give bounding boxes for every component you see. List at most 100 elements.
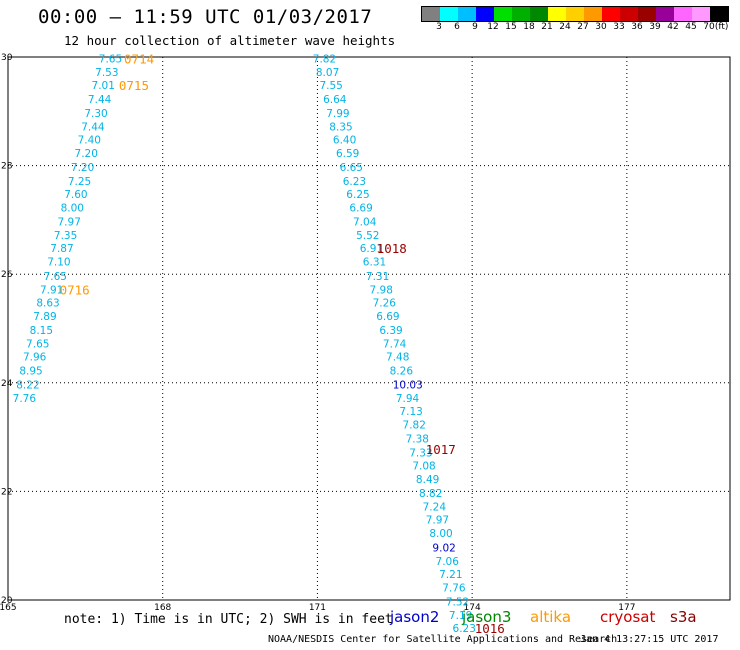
wave-height-value: 8.00 bbox=[429, 528, 452, 540]
wave-height-value: 7.55 bbox=[319, 80, 342, 92]
wave-height-value: 7.44 bbox=[88, 94, 112, 106]
wave-height-value: 8.95 bbox=[19, 365, 42, 377]
wave-height-value: 7.65 bbox=[99, 54, 122, 66]
wave-height-value: 7.21 bbox=[439, 569, 462, 581]
plot-grid bbox=[7, 56, 731, 601]
wave-height-value: 7.24 bbox=[423, 502, 447, 514]
wave-height-value: 8.15 bbox=[30, 325, 53, 337]
wave-height-value: 6.69 bbox=[349, 202, 372, 214]
legend-label: 30 bbox=[595, 22, 607, 32]
wave-height-value: 10.03 bbox=[393, 379, 423, 391]
wave-height-value: 6.65 bbox=[340, 162, 363, 174]
wave-height-value: 6.69 bbox=[376, 311, 399, 323]
y-axis-ticks: 20 22 24 26 28 30 bbox=[1, 53, 13, 606]
wave-height-value: 7.31 bbox=[366, 271, 389, 283]
legend-label: 24 bbox=[559, 22, 571, 32]
legend-label: 3 bbox=[436, 22, 442, 32]
x-axis-ticks: 165 168 171 174 177 bbox=[0, 603, 635, 613]
wave-height-value: 7.53 bbox=[95, 67, 118, 79]
pass-time-labels: 0714 0715 0716 1018 1017 1016 bbox=[60, 52, 505, 637]
wave-height-value: 7.91 bbox=[40, 284, 63, 296]
chart-title: 00:00 – 11:59 UTC 01/03/2017 bbox=[38, 6, 373, 28]
wave-height-value: 6.39 bbox=[379, 325, 402, 337]
legend-label: 6 bbox=[454, 22, 460, 32]
wave-height-value: 7.10 bbox=[47, 257, 70, 269]
y-tick-label: 28 bbox=[1, 162, 13, 172]
wave-height-value: 7.76 bbox=[442, 583, 466, 595]
wave-height-value: 7.08 bbox=[412, 460, 435, 472]
y-tick-label: 24 bbox=[1, 379, 13, 389]
wave-height-value: 8.22 bbox=[16, 379, 39, 391]
legend-label: 21 bbox=[541, 22, 553, 32]
generation-timestamp: Jan 4 13:27:15 UTC 2017 bbox=[580, 634, 719, 645]
wave-height-value: 7.82 bbox=[403, 420, 426, 432]
y-tick-label: 20 bbox=[1, 596, 13, 606]
pass-time-label: 0716 bbox=[60, 282, 90, 297]
color-scale-legend bbox=[421, 6, 729, 22]
legend-swatch bbox=[458, 7, 476, 21]
wave-height-value: 7.19 bbox=[449, 610, 472, 622]
legend-label: 42 bbox=[667, 22, 679, 32]
wave-height-value: 7.48 bbox=[386, 352, 409, 364]
legend-label: (ft) bbox=[714, 22, 729, 32]
wave-height-value: 9.02 bbox=[432, 542, 455, 554]
wave-height-value: 6.59 bbox=[336, 148, 359, 160]
chart-subtitle: 12 hour collection of altimeter wave hei… bbox=[64, 33, 396, 48]
wave-height-value: 6.23 bbox=[343, 176, 366, 188]
wave-height-values: 7.657.537.017.447.307.447.407.207.207.25… bbox=[13, 54, 476, 636]
legend-swatch bbox=[656, 7, 674, 21]
x-tick-label: 165 bbox=[0, 603, 17, 613]
wave-height-value: 5.52 bbox=[356, 230, 379, 242]
legend-swatch bbox=[530, 7, 548, 21]
credit-line: NOAA/NESDIS Center for Satellite Applica… bbox=[268, 634, 618, 645]
legend-swatch bbox=[710, 7, 728, 21]
legend-label: 33 bbox=[613, 22, 625, 32]
wave-height-value: 8.07 bbox=[316, 67, 339, 79]
y-tick-label: 30 bbox=[1, 53, 13, 63]
wave-height-value: 6.25 bbox=[346, 189, 369, 201]
x-tick-label: 177 bbox=[618, 603, 635, 613]
wave-height-value: 7.38 bbox=[406, 434, 429, 446]
pass-time-label: 0715 bbox=[119, 78, 149, 93]
legend-swatch bbox=[638, 7, 656, 21]
legend-swatch bbox=[692, 7, 710, 21]
legend-label: 18 bbox=[523, 22, 535, 32]
wave-height-value: 7.97 bbox=[426, 515, 449, 527]
pass-time-label: 1017 bbox=[426, 442, 456, 457]
wave-height-value: 7.01 bbox=[92, 80, 115, 92]
pass-time-label: 1016 bbox=[475, 621, 505, 636]
wave-height-value: 7.96 bbox=[23, 352, 47, 364]
wave-height-value: 7.74 bbox=[383, 339, 407, 351]
color-scale-labels: 3 6 9 12 15 18 21 24 27 30 33 36 39 42 45 70 (ft) bbox=[421, 22, 729, 34]
pass-time-label: 1018 bbox=[377, 241, 407, 256]
satellite-label-altika: altika bbox=[530, 608, 572, 626]
wave-height-value: 6.91 bbox=[360, 243, 383, 255]
wave-height-value: 7.06 bbox=[436, 556, 460, 568]
legend-label: 70 bbox=[703, 22, 715, 32]
wave-height-value: 7.26 bbox=[373, 297, 397, 309]
legend-label: 27 bbox=[577, 22, 589, 32]
wave-height-value: 7.52 bbox=[446, 597, 469, 609]
wave-height-value: 7.33 bbox=[409, 447, 432, 459]
plot-frame bbox=[7, 56, 731, 601]
legend-swatch bbox=[548, 7, 566, 21]
wave-height-value: 7.35 bbox=[54, 230, 77, 242]
legend-label: 15 bbox=[505, 22, 517, 32]
wave-height-value: 7.87 bbox=[50, 243, 73, 255]
legend-swatch bbox=[422, 7, 440, 21]
x-tick-label: 168 bbox=[154, 603, 171, 613]
wave-height-value: 7.89 bbox=[33, 311, 56, 323]
wave-height-value: 8.35 bbox=[329, 122, 352, 134]
wave-height-value: 7.20 bbox=[75, 148, 98, 160]
wave-height-value: 7.82 bbox=[313, 54, 336, 66]
wave-height-value: 7.94 bbox=[396, 393, 420, 405]
wave-height-value: 6.31 bbox=[363, 257, 386, 269]
wave-height-value: 7.60 bbox=[64, 189, 87, 201]
legend-label: 36 bbox=[631, 22, 643, 32]
footnote: note: 1) Time is in UTC; 2) SWH is in fe… bbox=[64, 612, 393, 627]
satellite-label-cryosat: cryosat bbox=[600, 608, 656, 626]
wave-height-value: 7.13 bbox=[399, 406, 422, 418]
wave-height-value: 7.98 bbox=[370, 284, 393, 296]
y-tick-label: 26 bbox=[1, 270, 13, 280]
